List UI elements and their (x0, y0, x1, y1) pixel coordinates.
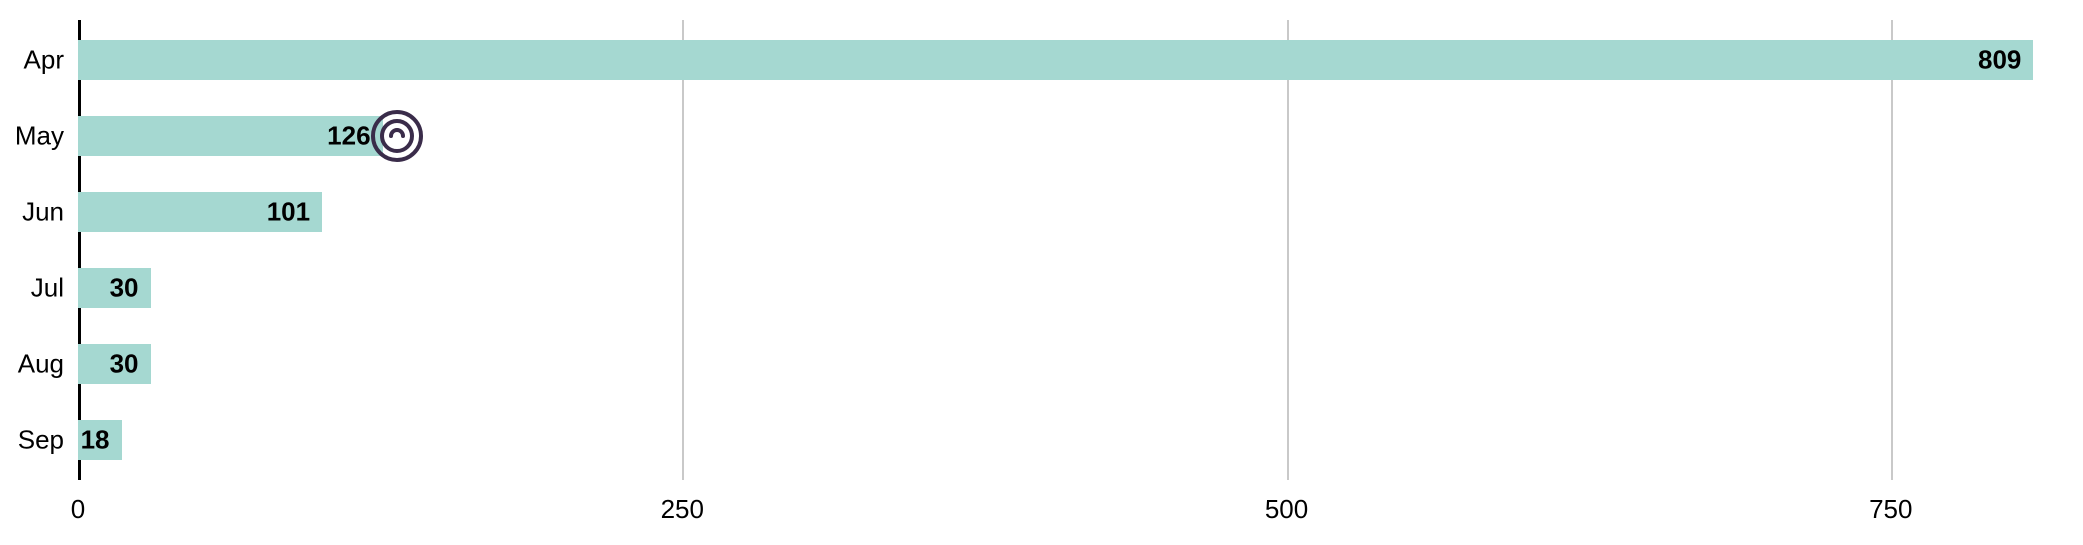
x-tick-label: 750 (1869, 494, 1912, 525)
bar-value-label: 30 (110, 273, 139, 304)
y-tick-label: Jul (0, 273, 64, 304)
y-tick-label: Jun (0, 197, 64, 228)
bar (78, 40, 2033, 80)
x-tick-label: 500 (1265, 494, 1308, 525)
bar-row: 101 (78, 192, 2060, 232)
bar-value-label: 809 (1978, 45, 2021, 76)
x-tick-label: 0 (71, 494, 85, 525)
y-tick-label: Aug (0, 349, 64, 380)
horizontal-bar-chart: 809 126 101 30 30 18 Apr May Jun Jul Aug Sep 0 250 5… (0, 0, 2083, 545)
bar-row: 30 (78, 268, 2060, 308)
bar-value-label: 101 (267, 197, 310, 228)
x-tick-label: 250 (661, 494, 704, 525)
bar-value-label: 18 (81, 425, 110, 456)
bar-value-label: 30 (110, 349, 139, 380)
y-tick-label: Sep (0, 425, 64, 456)
bar-row: 18 (78, 420, 2060, 460)
bar-row: 809 (78, 40, 2060, 80)
bar-value-label: 126 (327, 121, 370, 152)
y-tick-label: Apr (0, 45, 64, 76)
target-cursor-icon (369, 108, 425, 164)
bars-container: 809 126 101 30 30 18 (78, 20, 2060, 480)
plot-area: 809 126 101 30 30 18 (78, 20, 2060, 480)
y-tick-label: May (0, 121, 64, 152)
bar-row: 30 (78, 344, 2060, 384)
